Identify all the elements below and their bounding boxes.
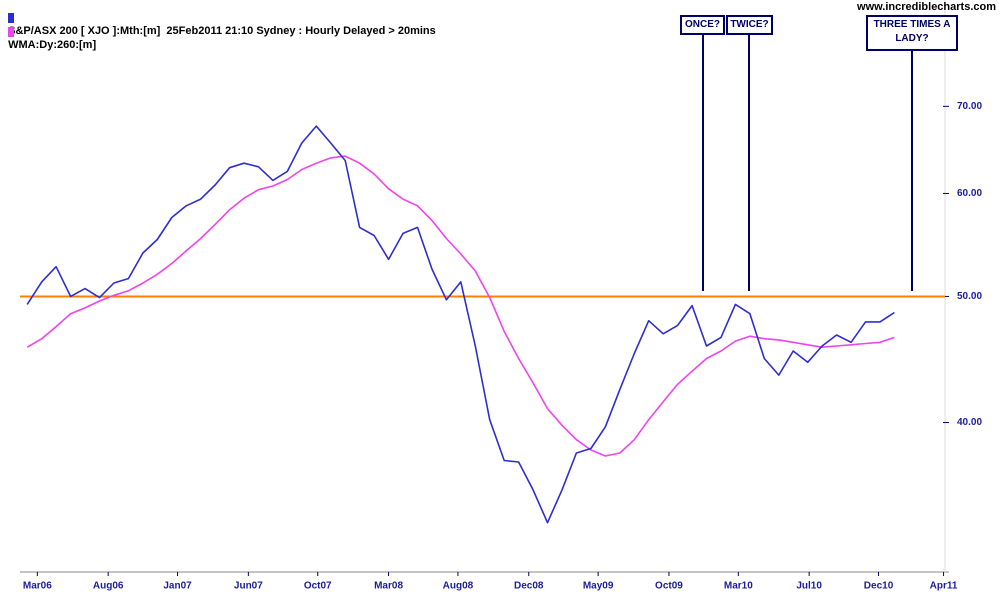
series-line [26,125,895,524]
x-tick-label: Dec08 [514,581,544,592]
series-line [26,155,895,457]
x-tick-label: Oct09 [655,581,683,592]
y-tick-label: 50.00 [957,291,982,302]
x-tick-label: Jan07 [163,581,192,592]
annotation: ONCE? [680,15,725,35]
y-tick-label: 70.00 [957,101,982,112]
y-tick-label: 60.00 [957,188,982,199]
legend-entry: S&P/ASX 200 [ XJO ]:Mth:[m] 25Feb2011 21… [2,1,436,37]
x-tick-label: Dec10 [864,581,894,592]
x-tick-label: Jul10 [796,581,822,592]
x-tick-label: Aug08 [443,581,474,592]
annotation: TWICE? [726,15,773,35]
legend-swatch [8,27,15,37]
legend-label: WMA:Dy:260:[m] [8,39,97,51]
x-tick-label: Oct07 [304,581,332,592]
legend-label: S&P/ASX 200 [ XJO ]:Mth:[m] 25Feb2011 21… [8,25,436,37]
annotation: THREE TIMES A LADY? [866,15,958,51]
x-tick-label: Aug06 [93,581,124,592]
x-tick-label: Mar10 [724,581,753,592]
x-tick-label: Apr11 [930,581,958,592]
x-tick-label: Mar06 [23,581,52,592]
watermark: www.incrediblecharts.com [857,1,996,13]
legend-entry: WMA:Dy:260:[m] [2,15,96,51]
legend-swatch [8,13,15,23]
x-tick-label: May09 [583,581,614,592]
x-tick-label: Jun07 [234,581,263,592]
y-tick-label: 40.00 [957,417,982,428]
x-tick-label: Mar08 [374,581,403,592]
